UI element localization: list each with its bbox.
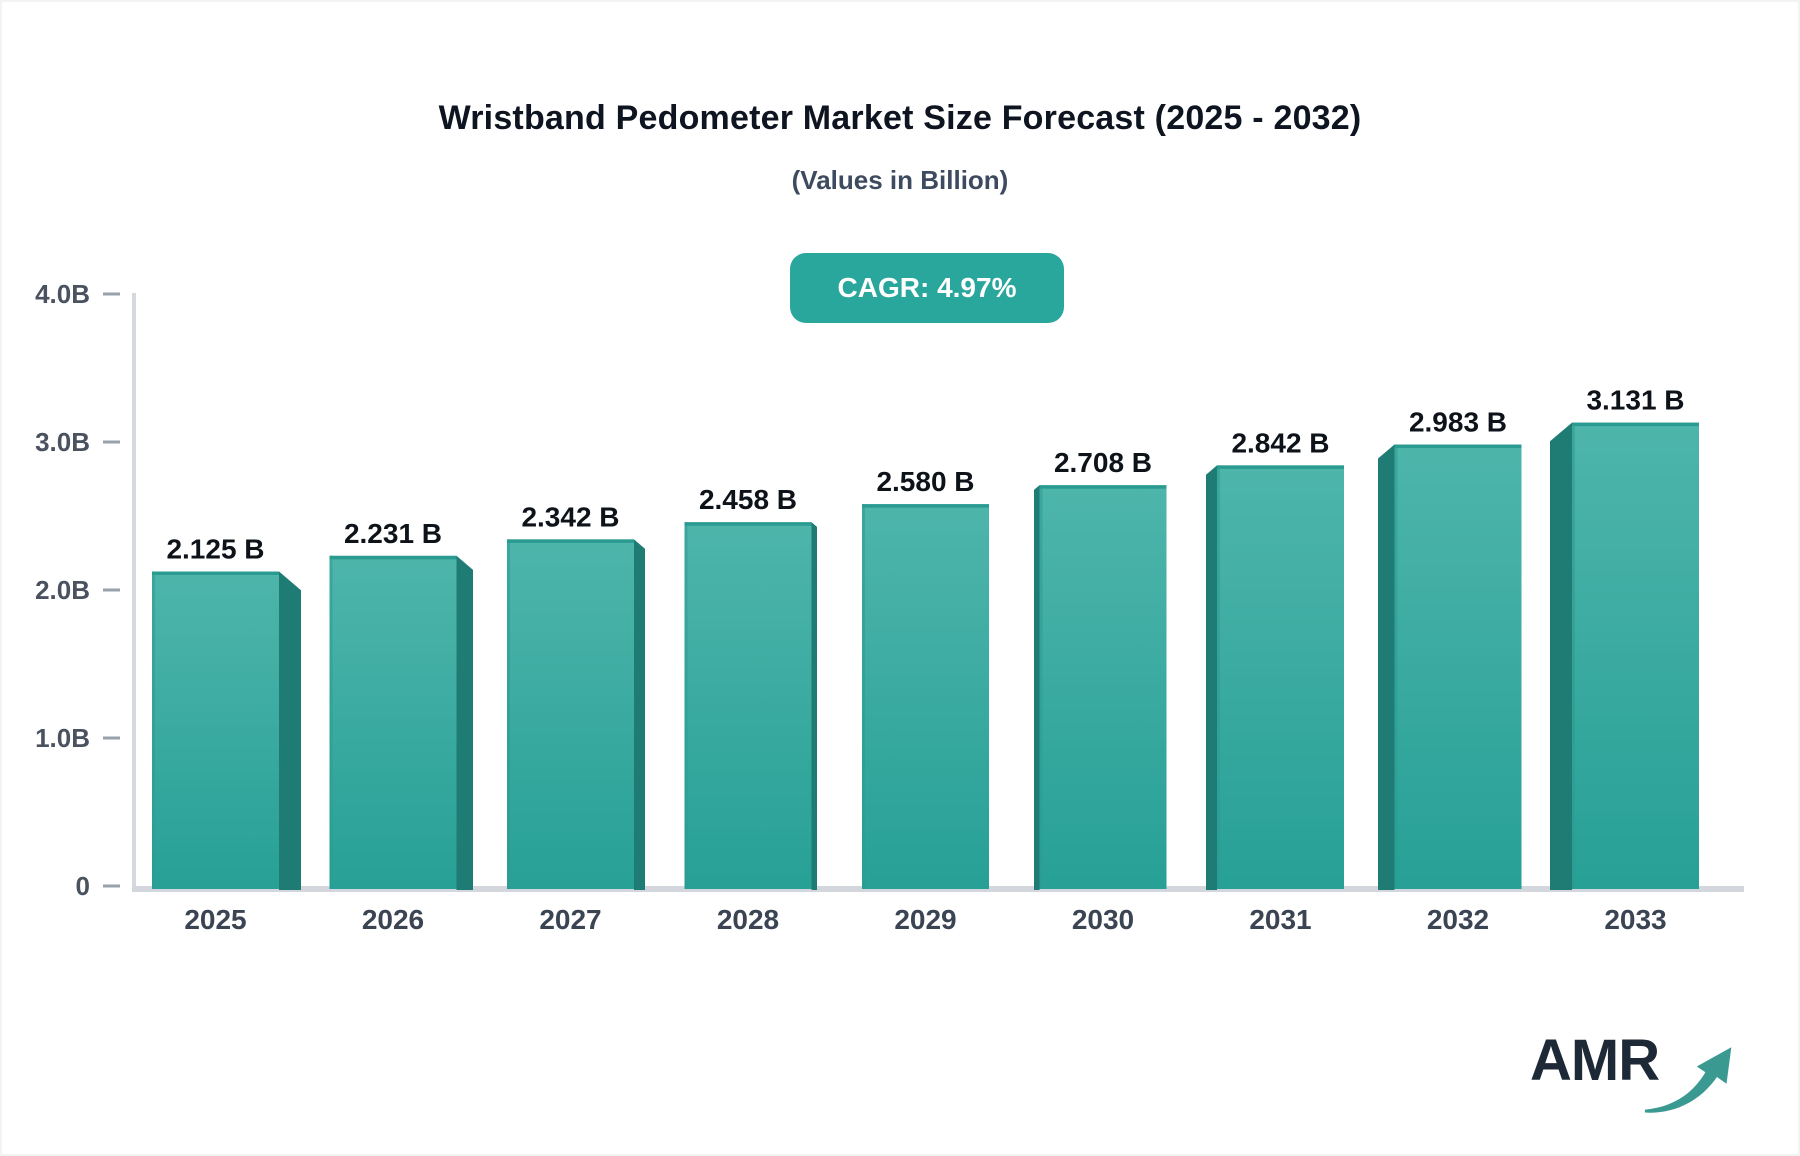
bar-value-label: 2.125 B bbox=[166, 534, 264, 565]
bar-2028 bbox=[684, 522, 812, 889]
bar-top-edge bbox=[507, 539, 634, 543]
bar-top-edge bbox=[1217, 465, 1344, 469]
y-axis-label: 4.0B bbox=[35, 279, 90, 309]
bar-2033 bbox=[1572, 422, 1699, 889]
x-axis-label: 2031 bbox=[1249, 904, 1311, 935]
bar-top-edge bbox=[1394, 444, 1522, 449]
bar-left-edge bbox=[1394, 444, 1398, 889]
bar-side-face bbox=[279, 571, 301, 890]
bar-2025 bbox=[152, 571, 279, 889]
x-axis-label: 2032 bbox=[1427, 904, 1489, 935]
x-axis-label: 2025 bbox=[184, 904, 246, 935]
bar-value-label: 2.983 B bbox=[1409, 407, 1507, 438]
bar-side-face bbox=[634, 539, 645, 890]
bar-value-label: 3.131 B bbox=[1586, 385, 1684, 416]
y-axis-label: 3.0B bbox=[35, 427, 90, 457]
y-axis-label: 0 bbox=[76, 871, 90, 901]
y-axis-line bbox=[132, 293, 136, 890]
bar-left-edge bbox=[1217, 465, 1220, 889]
bar-side-face bbox=[811, 522, 817, 890]
chart-subtitle: (Values in Billion) bbox=[791, 165, 1009, 195]
bar-left-edge bbox=[1572, 422, 1575, 889]
y-axis-label: 2.0B bbox=[35, 575, 90, 605]
chart-title: Wristband Pedometer Market Size Forecast… bbox=[438, 99, 1362, 137]
bar-top-edge bbox=[1572, 422, 1699, 427]
x-axis-label: 2026 bbox=[362, 904, 424, 935]
y-axis-tick bbox=[103, 440, 120, 444]
cagr-badge: CAGR: 4.97% bbox=[790, 253, 1064, 323]
y-axis-tick bbox=[103, 884, 120, 888]
bar-side-face bbox=[1034, 485, 1040, 890]
bar-side-face bbox=[1378, 444, 1395, 890]
bar-2026 bbox=[329, 555, 457, 889]
bar-top-edge bbox=[1039, 485, 1167, 489]
trend-up-arrow-path bbox=[1645, 1047, 1732, 1113]
bar-side-face bbox=[456, 555, 473, 890]
trend-up-arrow-icon bbox=[1645, 1047, 1732, 1113]
bar-side-face bbox=[1550, 422, 1572, 890]
bar-left-edge bbox=[684, 522, 688, 889]
bar-left-edge bbox=[862, 504, 865, 889]
y-axis-tick bbox=[103, 292, 120, 296]
bar-top-edge bbox=[684, 522, 812, 526]
bar-left-edge bbox=[152, 571, 155, 889]
bar-left-edge bbox=[507, 539, 510, 889]
x-axis-label: 2029 bbox=[894, 904, 956, 935]
bar-value-label: 2.842 B bbox=[1231, 427, 1329, 458]
bar-value-label: 2.708 B bbox=[1054, 447, 1152, 478]
bar-2031 bbox=[1217, 465, 1344, 889]
bar-value-label: 2.342 B bbox=[521, 501, 619, 532]
amr-logo-text: AMR bbox=[1530, 1028, 1660, 1093]
bar-value-label: 2.231 B bbox=[344, 518, 442, 549]
amr-logo: AMR bbox=[1530, 1032, 1739, 1118]
bar-top-edge bbox=[329, 555, 457, 560]
y-axis-tick bbox=[103, 736, 120, 740]
bar-2027 bbox=[507, 539, 634, 889]
bar-side-face bbox=[1206, 465, 1217, 890]
y-axis-tick bbox=[103, 588, 120, 592]
bar-top-edge bbox=[862, 504, 989, 508]
bar-left-edge bbox=[329, 555, 333, 889]
bar-2030 bbox=[1039, 485, 1167, 889]
x-axis-label: 2028 bbox=[717, 904, 779, 935]
x-axis-label: 2033 bbox=[1604, 904, 1666, 935]
x-axis-label: 2027 bbox=[539, 904, 601, 935]
y-axis-label: 1.0B bbox=[35, 723, 90, 753]
x-axis-label: 2030 bbox=[1072, 904, 1134, 935]
bar-top-edge bbox=[152, 571, 279, 575]
bar-2029 bbox=[862, 504, 989, 889]
bar-value-label: 2.458 B bbox=[699, 484, 797, 515]
bar-2032 bbox=[1394, 444, 1522, 889]
bar-left-edge bbox=[1039, 485, 1043, 889]
bar-value-label: 2.580 B bbox=[876, 466, 974, 497]
cagr-badge-label: CAGR: 4.97% bbox=[837, 272, 1017, 303]
